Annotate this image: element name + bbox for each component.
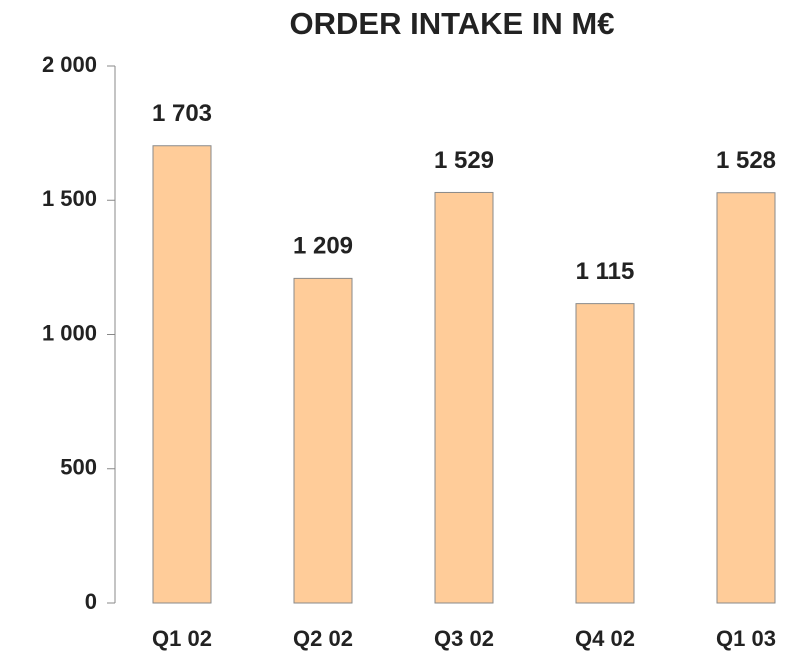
y-tick-label: 1 500 — [42, 186, 97, 211]
bar — [575, 303, 635, 604]
y-tick-label: 2 000 — [42, 52, 97, 77]
bar — [716, 192, 776, 604]
y-tick-label: 0 — [85, 589, 97, 614]
bar — [293, 277, 353, 604]
x-tick-label: Q4 02 — [575, 626, 635, 651]
bar — [434, 191, 494, 604]
chart-title: ORDER INTAKE IN M€ — [290, 6, 615, 41]
value-label: 1 528 — [716, 147, 776, 174]
value-label: 1 703 — [152, 100, 212, 127]
x-tick-label: Q3 02 — [434, 626, 494, 651]
x-tick-label: Q2 02 — [293, 626, 353, 651]
value-label: 1 209 — [293, 233, 353, 260]
value-label: 1 115 — [576, 258, 635, 285]
y-tick-label: 1 000 — [42, 320, 97, 345]
y-tick-label: 500 — [60, 455, 97, 480]
x-tick-label: Q1 03 — [716, 626, 776, 651]
x-tick-label: Q1 02 — [152, 626, 212, 651]
value-label: 1 529 — [434, 147, 494, 174]
bar — [152, 145, 212, 604]
